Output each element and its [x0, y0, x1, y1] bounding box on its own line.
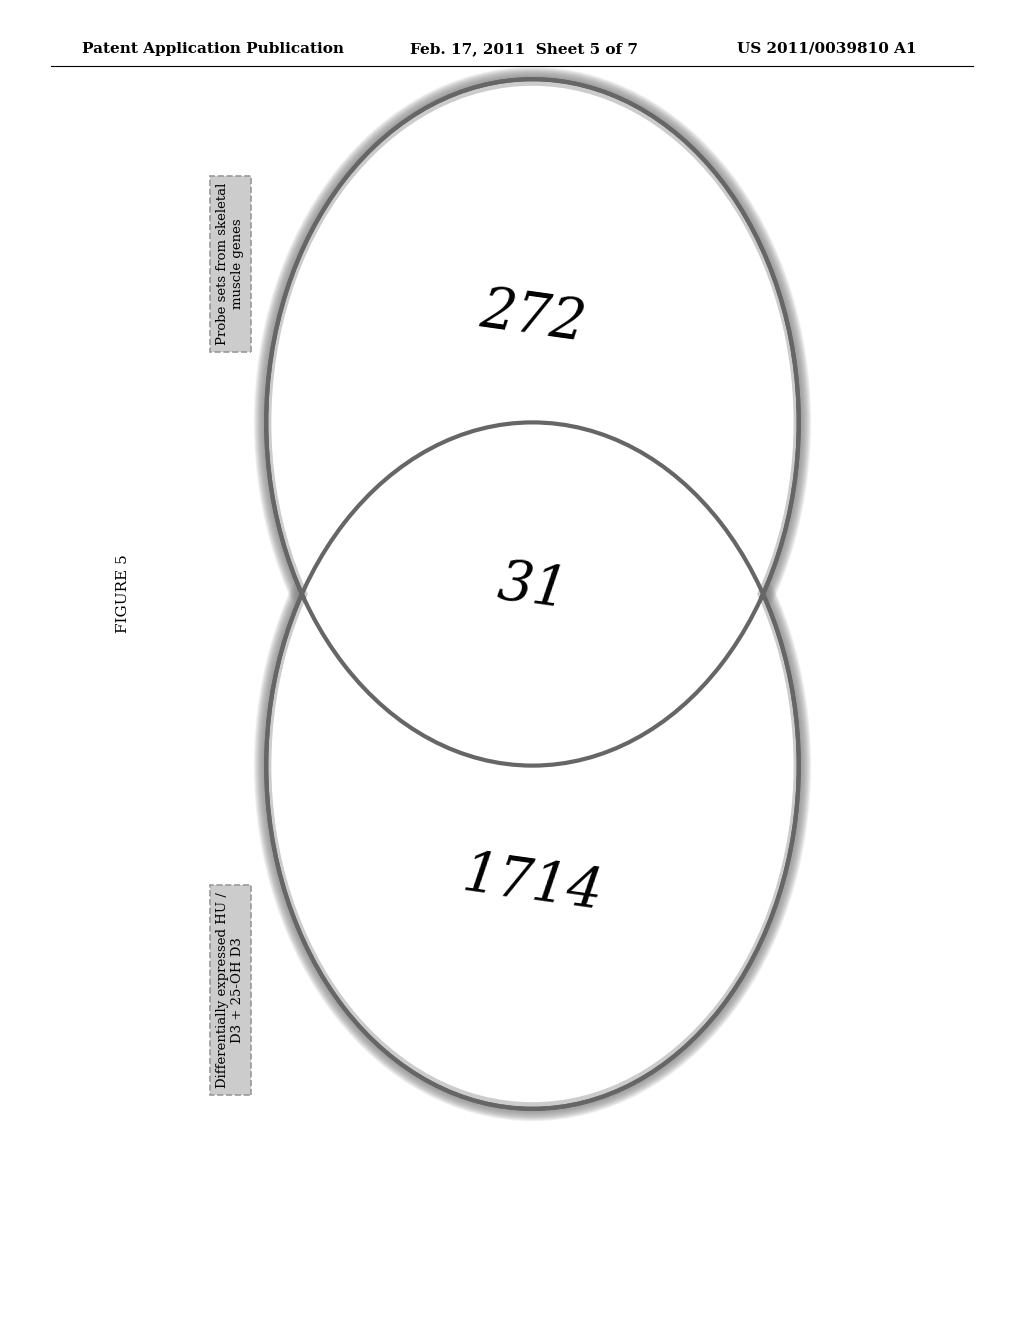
Text: 31: 31 — [494, 556, 571, 619]
Text: Feb. 17, 2011  Sheet 5 of 7: Feb. 17, 2011 Sheet 5 of 7 — [410, 42, 638, 55]
Circle shape — [271, 86, 794, 759]
Circle shape — [266, 422, 799, 1109]
Text: 1714: 1714 — [459, 847, 606, 921]
Text: Probe sets from skeletal
muscle genes: Probe sets from skeletal muscle genes — [216, 182, 245, 346]
Text: Patent Application Publication: Patent Application Publication — [82, 42, 344, 55]
Text: US 2011/0039810 A1: US 2011/0039810 A1 — [737, 42, 916, 55]
Text: FIGURE 5: FIGURE 5 — [116, 554, 130, 634]
Text: Differentially expressed HU /
D3 + 25-OH D3: Differentially expressed HU / D3 + 25-OH… — [216, 892, 245, 1088]
Circle shape — [266, 79, 799, 766]
Text: 272: 272 — [476, 282, 589, 351]
Circle shape — [271, 429, 794, 1102]
